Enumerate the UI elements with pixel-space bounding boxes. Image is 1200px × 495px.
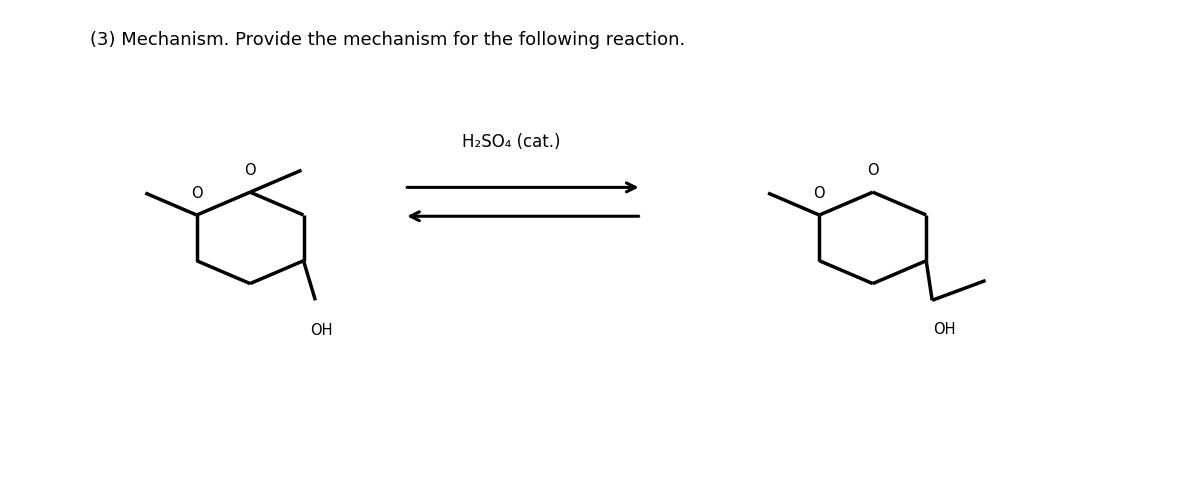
Text: O: O (245, 163, 256, 178)
Text: O: O (866, 163, 878, 178)
Text: OH: OH (932, 322, 955, 337)
Text: O: O (814, 186, 826, 200)
Text: H₂SO₄ (cat.): H₂SO₄ (cat.) (462, 133, 560, 151)
Text: (3) Mechanism. Provide the mechanism for the following reaction.: (3) Mechanism. Provide the mechanism for… (90, 31, 685, 49)
Text: O: O (191, 186, 203, 200)
Text: OH: OH (310, 323, 332, 339)
